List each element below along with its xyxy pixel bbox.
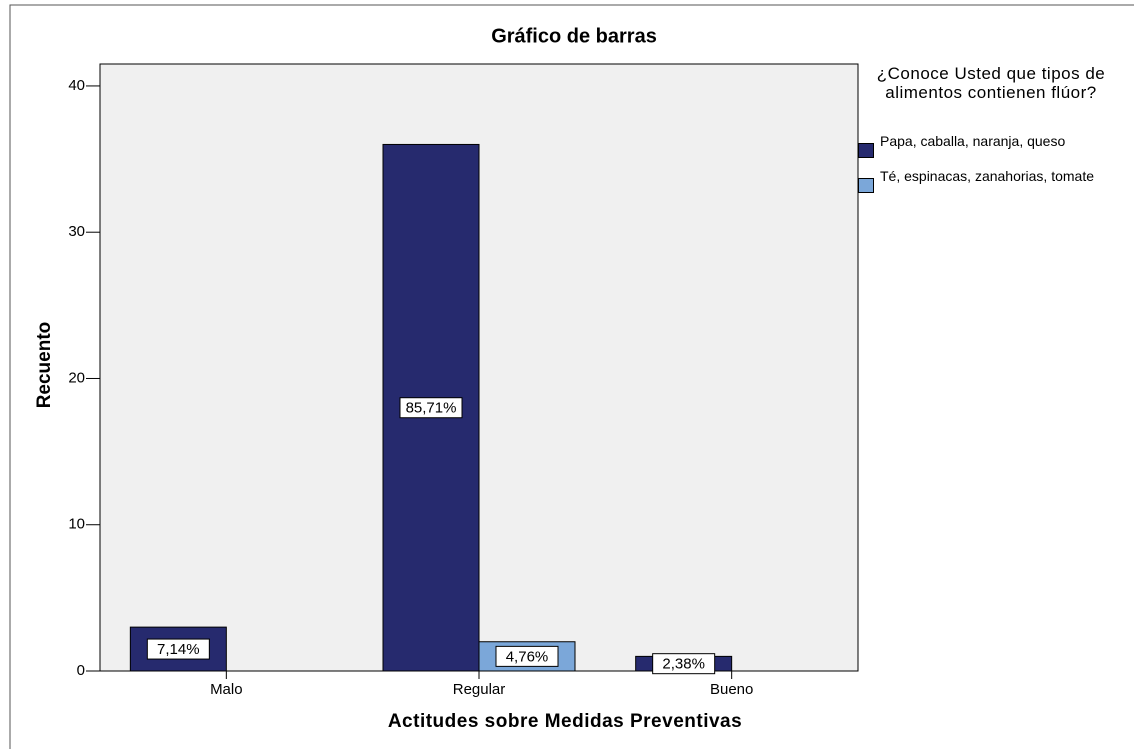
data-label-box (399, 397, 463, 419)
chart-title: Gráfico de barras (491, 25, 657, 47)
data-label-box (146, 638, 210, 660)
legend-swatch (858, 178, 874, 193)
y-tick-label: 40 (68, 77, 85, 94)
data-label: 2,38% (662, 656, 705, 673)
data-label-box (652, 653, 716, 675)
legend-title: ¿Conoce Usted que tipos de alimentos con… (876, 64, 1106, 102)
y-tick-label: 10 (68, 516, 85, 533)
y-tick-label: 30 (68, 223, 85, 240)
data-label: 7,14% (157, 641, 200, 658)
data-label: 4,76% (506, 648, 549, 665)
x-tick-label: Regular (453, 681, 506, 698)
legend-label: Té, espinacas, zanahorias, tomate (880, 168, 1095, 184)
legend-label: Papa, caballa, naranja, queso (880, 133, 1066, 149)
legend-swatch (858, 143, 874, 158)
x-tick-label: Bueno (710, 681, 753, 698)
y-tick-label: 20 (68, 369, 85, 386)
y-axis-label: Recuento (34, 322, 55, 409)
y-tick-label: 0 (77, 662, 85, 679)
data-label: 85,71% (406, 400, 457, 417)
x-tick-label: Malo (210, 681, 243, 698)
data-label-box (495, 645, 559, 667)
x-axis-label: Actitudes sobre Medidas Preventivas (388, 711, 742, 732)
